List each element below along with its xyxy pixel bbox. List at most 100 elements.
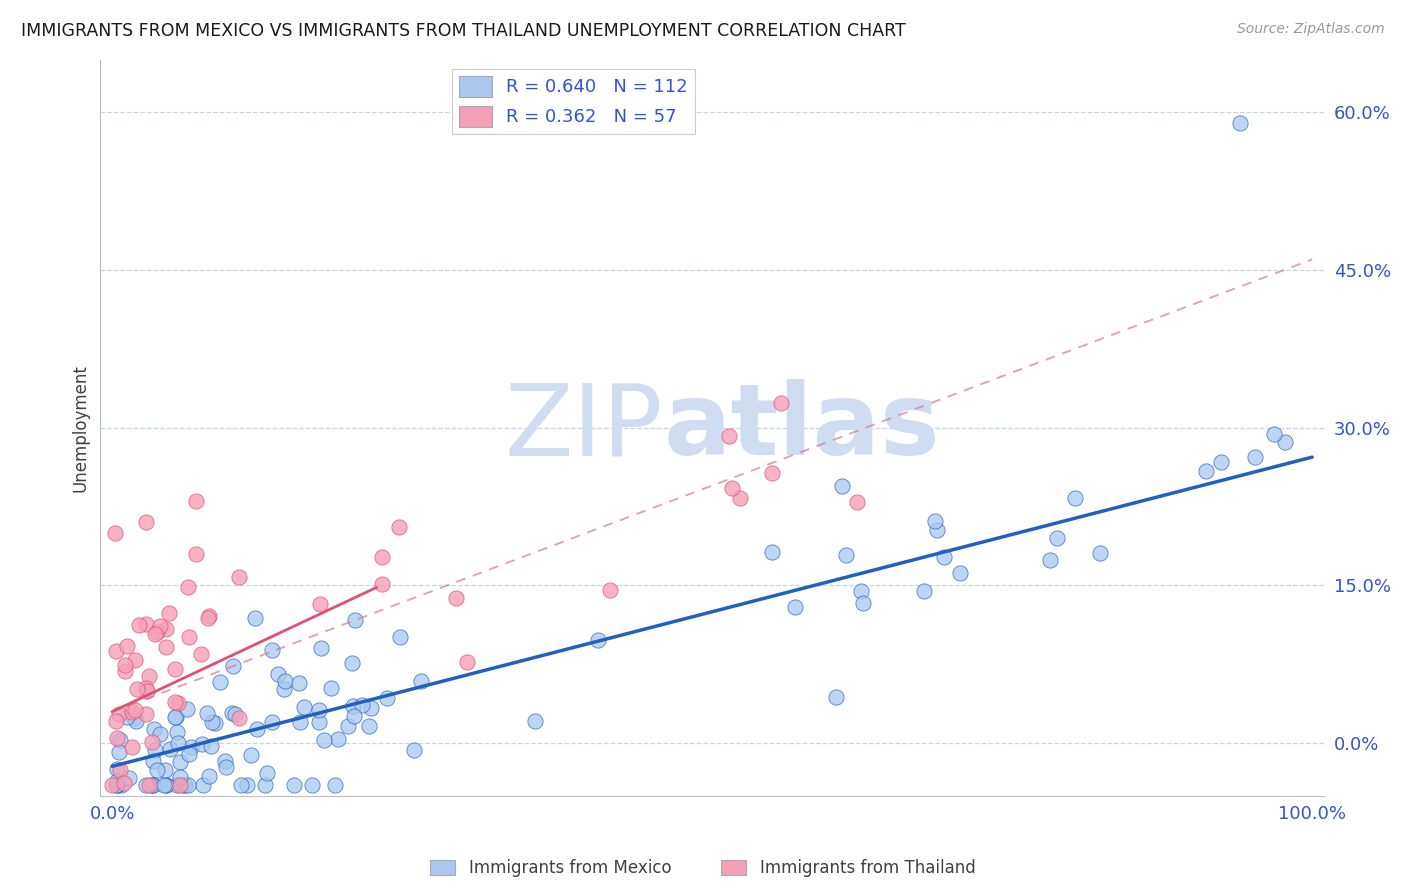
Text: Source: ZipAtlas.com: Source: ZipAtlas.com [1237,22,1385,37]
Point [105,762,128,776]
Point [200,739,222,754]
Point [221,706,243,720]
Text: ZIP: ZIP [505,379,664,476]
Point [122,711,145,725]
Point [1039,552,1062,566]
Point [107,773,129,788]
Point [115,710,138,724]
Point [224,706,246,721]
Legend: R = 0.640   N = 112, R = 0.362   N = 57: R = 0.640 N = 112, R = 0.362 N = 57 [453,69,695,134]
Point [115,639,138,653]
Point [388,520,411,534]
Point [835,548,858,562]
Point [142,754,165,768]
Point [1194,464,1216,478]
Point [190,647,212,661]
Point [292,700,315,714]
Point [204,715,226,730]
Point [114,664,136,678]
Point [146,625,169,640]
Point [231,778,253,792]
Point [186,494,208,508]
Point [371,549,394,564]
Point [124,653,146,667]
Point [112,776,135,790]
Point [125,681,148,696]
Point [273,681,295,696]
Point [167,696,190,710]
Point [340,656,363,670]
Point [135,617,157,632]
Point [214,754,236,768]
Point [309,597,332,611]
Point [138,669,160,683]
Point [337,719,360,733]
Point [121,705,143,719]
Point [360,701,382,715]
Point [228,569,250,583]
Point [314,733,336,747]
Point [169,755,191,769]
Point [845,495,868,509]
Point [283,778,305,792]
Point [825,690,848,705]
Point [141,735,163,749]
Point [326,732,349,747]
Point [783,600,806,615]
Point [153,778,176,792]
Point [163,710,186,724]
Point [761,466,783,480]
Point [135,516,157,530]
Point [149,726,172,740]
Point [925,523,948,537]
Point [197,611,219,625]
Point [260,715,283,730]
Point [198,769,221,783]
Point [851,584,873,599]
Point [141,778,163,792]
Point [104,525,127,540]
Point [350,698,373,712]
Point [228,711,250,725]
Point [138,778,160,792]
Point [523,714,546,729]
Point [114,657,136,672]
Point [155,778,177,792]
Point [135,681,157,696]
Point [208,675,231,690]
Point [456,656,478,670]
Point [1244,450,1267,464]
Point [934,549,956,564]
Point [167,735,190,749]
Point [124,703,146,717]
Point [184,547,207,561]
Point [319,681,342,695]
Text: IMMIGRANTS FROM MEXICO VS IMMIGRANTS FROM THAILAND UNEMPLOYMENT CORRELATION CHAR: IMMIGRANTS FROM MEXICO VS IMMIGRANTS FRO… [21,22,905,40]
Point [309,640,332,655]
Point [308,703,330,717]
Point [177,778,200,792]
Point [599,582,621,597]
Point [852,596,875,610]
Point [159,741,181,756]
Point [290,715,312,730]
Point [718,429,741,443]
Point [236,778,259,792]
Point [359,719,381,733]
Point [287,675,309,690]
Point [1064,491,1087,505]
Point [191,778,214,792]
Point [195,706,218,720]
Point [1046,531,1069,545]
Point [172,778,194,792]
Point [344,613,367,627]
Point [155,764,177,778]
Point [728,491,751,505]
Point [125,714,148,729]
Point [101,778,124,792]
Point [118,771,141,785]
Point [262,643,284,657]
Point [256,766,278,780]
Point [323,778,346,792]
Point [128,618,150,632]
